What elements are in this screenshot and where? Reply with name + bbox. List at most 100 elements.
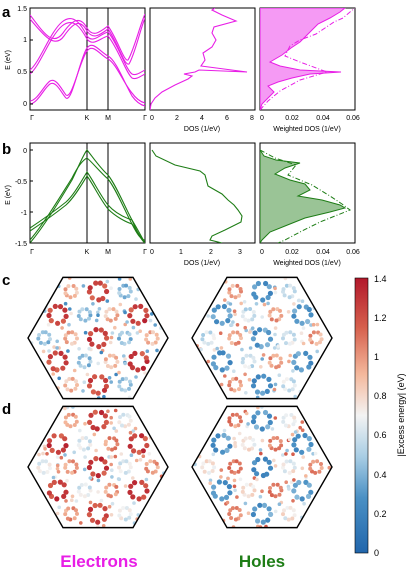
map-dot [219, 382, 224, 387]
map-dot [79, 521, 83, 525]
map-dot [140, 365, 146, 371]
map-dot [215, 304, 221, 310]
map-dot [267, 313, 272, 318]
map-dot [117, 465, 121, 470]
map-dot [287, 295, 292, 300]
map-dot [103, 383, 109, 389]
map-dot [52, 303, 58, 309]
map-dot [243, 317, 248, 322]
map-dot [270, 427, 275, 431]
map-dot [80, 307, 85, 312]
map-dot [281, 336, 285, 341]
map-dot [103, 377, 109, 384]
map-dot [268, 511, 274, 517]
map-dot [233, 312, 237, 317]
map-dot [60, 318, 66, 324]
map-dot [72, 423, 77, 427]
map-dot [76, 360, 81, 365]
map-dot [88, 459, 94, 465]
map-dot [287, 341, 292, 346]
map-dot [230, 412, 235, 417]
map-dot [132, 350, 138, 356]
hex-map-holes-c [191, 276, 333, 400]
kpoint-label: Γ [30, 249, 34, 256]
map-dot [232, 309, 237, 314]
map-dot [88, 476, 93, 480]
map-dot [259, 451, 263, 456]
map-dot [210, 461, 215, 466]
map-dot [108, 340, 113, 345]
map-dot [299, 331, 304, 336]
map-dot [278, 356, 283, 361]
map-dot [227, 360, 233, 366]
map-dot [288, 353, 293, 358]
map-dot [74, 290, 79, 295]
map-dot [144, 337, 149, 342]
map-dot [221, 432, 227, 438]
map-dot [81, 389, 85, 393]
map-dot [262, 456, 268, 462]
map-dot [46, 359, 52, 365]
map-dot [306, 306, 312, 313]
map-dot [283, 387, 287, 392]
map-dot [227, 419, 232, 424]
map-dot [66, 349, 70, 353]
map-dot [66, 506, 71, 511]
map-dot [308, 333, 313, 338]
map-dot [55, 466, 60, 471]
map-dot [244, 353, 249, 358]
map-dot [251, 378, 257, 384]
map-dot [257, 327, 263, 333]
map-dot [267, 336, 274, 342]
map-dot [237, 461, 242, 466]
map-dot [243, 307, 248, 312]
map-dot [288, 459, 293, 464]
map-dot [244, 328, 248, 333]
map-dot [248, 346, 253, 350]
map-dot [128, 418, 133, 423]
map-dot [308, 312, 314, 318]
band-line [30, 18, 145, 76]
map-dot [47, 482, 54, 489]
hexagon-outline [191, 276, 333, 400]
map-dot [250, 336, 256, 342]
map-dot [298, 367, 304, 373]
map-dot [235, 330, 240, 335]
map-dot [112, 426, 116, 431]
map-dot [63, 383, 68, 388]
map-dot [251, 467, 257, 473]
map-dot [99, 374, 105, 380]
map-dot [299, 320, 305, 326]
colorbar: 0 0.2 0.4 0.6 0.8 1 1.2 1.4 |Excess ener… [354, 274, 406, 558]
map-dot [281, 453, 285, 457]
map-dot [238, 419, 243, 424]
map-dot [258, 448, 263, 452]
colorbar-tick-label: 0 [374, 548, 379, 558]
map-dot [99, 350, 104, 355]
wdos-xtick-label: 0.06 [346, 249, 360, 256]
map-dot [305, 318, 311, 325]
map-dot [229, 516, 234, 520]
map-dot [92, 432, 97, 437]
map-dot [145, 349, 150, 354]
map-dot [51, 479, 57, 485]
map-dot [260, 297, 266, 303]
map-dot [77, 438, 82, 443]
map-dot [123, 357, 127, 361]
map-dot [104, 335, 110, 341]
map-dot [291, 442, 297, 448]
map-dot [255, 477, 259, 482]
map-dot [264, 388, 270, 394]
map-dot [136, 449, 142, 455]
map-dot [110, 468, 114, 473]
map-dot [117, 287, 122, 291]
map-dot [269, 317, 274, 322]
map-dot [240, 347, 244, 352]
map-dot [268, 438, 273, 443]
map-dot [234, 376, 239, 381]
map-dot [296, 298, 301, 303]
map-dot [117, 384, 122, 389]
map-dot [266, 459, 272, 465]
map-dot [267, 419, 273, 426]
map-dot [292, 478, 296, 482]
